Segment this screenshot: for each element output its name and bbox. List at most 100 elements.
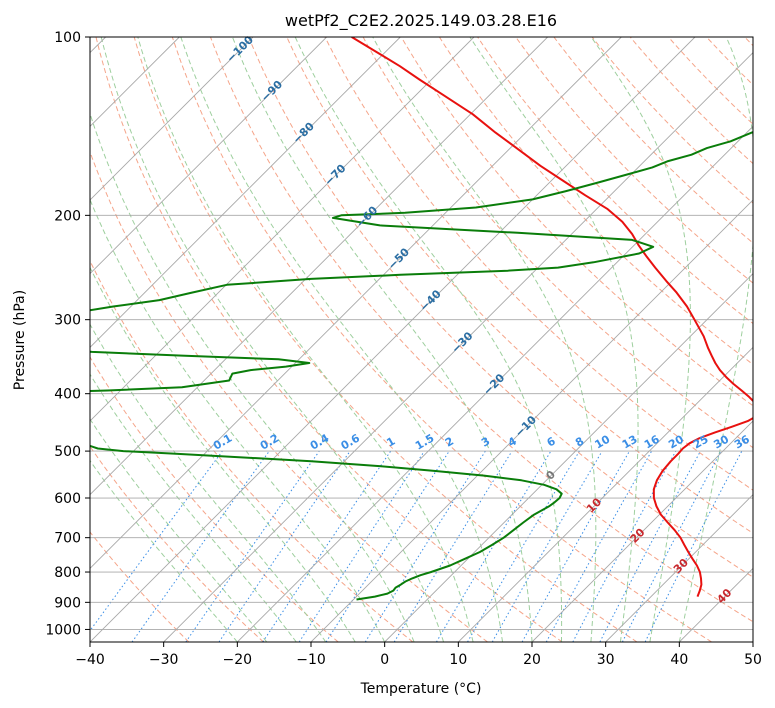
mixing-ratio-line [621, 450, 722, 642]
isotherm-line [90, 37, 254, 201]
isotherm-line [90, 37, 475, 422]
x-tick-label: 10 [449, 652, 467, 668]
mixing-ratio-label: 36 [732, 432, 752, 451]
pressure-gridlines [90, 37, 753, 630]
isotherm-label: −60 [354, 203, 381, 230]
mixing-ratio-line [572, 450, 677, 642]
mixing-ratio-line [131, 450, 270, 642]
isotherm-label: 30 [671, 556, 691, 576]
dry-adiabats [90, 37, 753, 642]
dry-adiabat [210, 37, 753, 623]
mixing-ratio-line [262, 450, 392, 642]
isotherm-line [90, 37, 622, 569]
dry-adiabat [95, 37, 563, 642]
isotherm-line [605, 494, 753, 642]
isotherm-line [163, 52, 753, 642]
moist-adiabat [90, 111, 415, 642]
isotherm-label: −70 [322, 161, 349, 188]
isotherm-line [679, 567, 753, 642]
mixing-ratio-label: 13 [620, 433, 640, 452]
y-tick-label: 700 [54, 531, 81, 547]
y-tick-label: 400 [54, 387, 81, 403]
isotherm-line [310, 199, 753, 642]
moist-adiabat [372, 37, 597, 642]
dry-adiabat [248, 37, 753, 578]
isotherm-line [458, 346, 753, 642]
moist-adiabat [231, 37, 533, 642]
mixing-ratio-line [90, 450, 223, 632]
dewpoint-line [90, 131, 753, 601]
isotherm-label: −80 [290, 120, 317, 147]
isotherm-line [90, 37, 548, 496]
dry-adiabat [286, 37, 753, 534]
mixing-ratio-label: 16 [642, 432, 662, 451]
isotherm-label: 40 [714, 586, 734, 606]
moist-adiabat [180, 37, 503, 642]
dry-adiabat [553, 37, 753, 244]
profile-series [90, 37, 753, 601]
dry-adiabat [400, 37, 753, 407]
y-tick-label: 800 [54, 565, 81, 581]
dry-adiabat [668, 37, 753, 125]
x-tick-label: 0 [380, 652, 389, 668]
moist-adiabat [90, 459, 238, 642]
dry-adiabat [171, 37, 712, 642]
dry-adiabat [477, 37, 753, 325]
isotherm-line [90, 37, 327, 275]
mixing-ratio-label: 4 [506, 434, 519, 449]
mixing-ratio-line [393, 450, 513, 642]
mixing-ratio-label: 0.4 [308, 431, 332, 452]
x-tick-label: 40 [670, 652, 688, 668]
isotherm-label: −100 [224, 33, 256, 65]
isotherm-line [531, 420, 753, 642]
mixing-ratio-label: 2 [443, 435, 456, 450]
isotherm-label: −40 [417, 287, 444, 314]
isotherm-line [237, 125, 753, 642]
isotherm-label: 0 [543, 468, 558, 483]
isotherm-label: 20 [628, 525, 648, 545]
mixing-ratio-label: 1 [384, 435, 397, 450]
moist-adiabat [100, 37, 445, 642]
mixing-ratio-line [545, 450, 653, 642]
x-axis-label: Temperature (°C) [360, 681, 482, 697]
y-tick-label: 1000 [45, 622, 81, 638]
mixing-ratio-label: 0.1 [211, 432, 234, 453]
moist-adiabat [90, 323, 327, 642]
x-tick-label: −30 [149, 652, 179, 668]
moist-adiabat [469, 37, 639, 642]
x-tick-label: −10 [296, 652, 326, 668]
moist-adiabat [678, 37, 753, 642]
dry-adiabat [438, 37, 753, 366]
isotherm-line [90, 37, 401, 348]
dry-adiabat [591, 37, 753, 204]
isotherm-label: −30 [449, 329, 476, 356]
dry-adiabat [90, 445, 264, 642]
dry-adiabat [90, 356, 339, 642]
plot-frame [89, 36, 754, 643]
mixing-ratio-label: 6 [545, 434, 558, 449]
mixing-ratio-line [644, 450, 743, 642]
x-tick-label: 30 [597, 652, 615, 668]
mixing-ratio-line [325, 450, 450, 642]
moist-adiabat [590, 37, 691, 642]
moist-adiabat [90, 266, 356, 642]
x-axis-ticks: −40 −30 −20 −10 0 10 20 30 40 50 [75, 642, 762, 668]
mixing-ratio-label: 3 [479, 435, 492, 450]
mixing-ratio-label: 0.6 [339, 431, 363, 452]
mixing-ratio-label: 30 [711, 432, 731, 451]
mixing-ratio-label: 10 [593, 432, 613, 451]
isotherm-label: −90 [259, 78, 286, 105]
y-tick-label: 500 [54, 444, 81, 460]
dry-adiabat [90, 531, 190, 642]
dry-adiabat [324, 37, 753, 491]
moist-adiabat [90, 198, 386, 642]
x-tick-label: 20 [523, 652, 541, 668]
mixing-ratio-line [185, 450, 320, 642]
dry-adiabat [362, 37, 753, 449]
isotherm-label: −50 [386, 245, 413, 272]
mixing-ratio-line [218, 450, 351, 642]
dry-adiabat [515, 37, 753, 284]
mixing-ratio-label: 0.2 [258, 432, 281, 453]
x-tick-label: 50 [744, 652, 762, 668]
